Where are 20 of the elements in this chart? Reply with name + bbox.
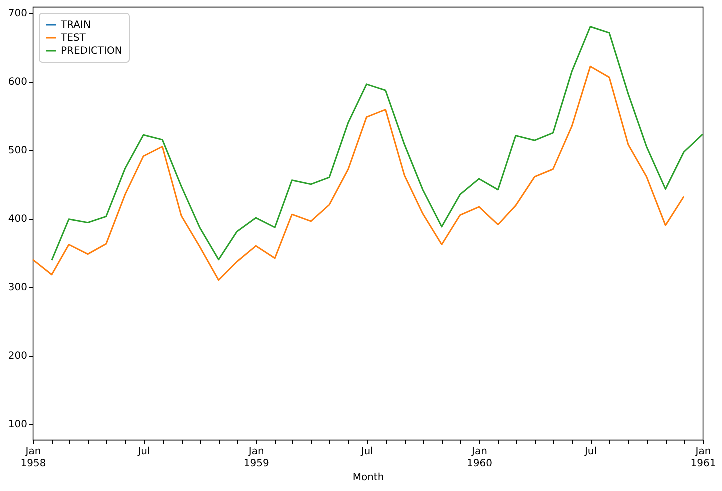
y-tick-label: 700 bbox=[8, 8, 28, 20]
y-tick-label: 400 bbox=[8, 214, 28, 226]
y-tick-label: 500 bbox=[8, 146, 28, 157]
y-tick-label: 200 bbox=[8, 351, 28, 362]
line-series bbox=[51, 26, 704, 262]
x-tick-label: Jul bbox=[584, 446, 598, 458]
line-series bbox=[32, 66, 685, 282]
y-tick-label: 600 bbox=[8, 77, 28, 88]
x-tick-label: Jan 1960 bbox=[467, 446, 492, 470]
legend-label: TEST bbox=[60, 33, 87, 44]
y-tick-label: 300 bbox=[8, 282, 28, 294]
x-tick-label: Jan 1961 bbox=[690, 446, 716, 470]
y-tick-label: 100 bbox=[8, 420, 28, 431]
x-tick-label: Jul bbox=[137, 446, 150, 458]
x-axis-title: Month bbox=[352, 472, 384, 484]
x-tick-label: Jan 1959 bbox=[244, 446, 270, 470]
x-tick-label: Jul bbox=[360, 446, 374, 458]
legend-label: TRAIN bbox=[60, 20, 91, 31]
legend-label: PREDICTION bbox=[61, 46, 122, 57]
x-tick-label: Jan 1958 bbox=[20, 446, 46, 470]
